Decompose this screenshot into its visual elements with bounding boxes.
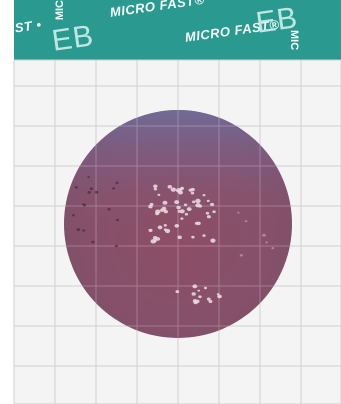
colony — [157, 193, 161, 196]
colony — [197, 289, 201, 292]
colony — [153, 184, 158, 188]
colony — [114, 244, 118, 248]
colony — [94, 190, 99, 194]
colonies — [72, 176, 275, 305]
colony — [190, 191, 195, 195]
colony — [163, 209, 168, 214]
colony — [271, 247, 275, 250]
colony — [76, 228, 81, 232]
colony — [210, 202, 215, 207]
colony — [176, 205, 181, 210]
colony — [206, 215, 211, 219]
colony — [210, 238, 216, 243]
colony — [194, 221, 199, 225]
colony — [188, 188, 193, 192]
colony — [212, 210, 216, 214]
colony — [186, 207, 192, 212]
colony — [177, 235, 182, 240]
colony — [239, 253, 243, 257]
colony — [81, 203, 85, 206]
colony — [202, 193, 206, 197]
colony — [218, 295, 222, 299]
banner-vertical-text: MIC — [288, 30, 300, 51]
colony — [148, 204, 153, 209]
colony — [191, 292, 196, 296]
colony — [179, 187, 184, 191]
colony — [91, 240, 95, 244]
colony — [153, 187, 158, 191]
colony — [202, 234, 206, 237]
colony — [170, 187, 176, 192]
colony — [216, 293, 220, 296]
colony — [87, 176, 90, 179]
colony — [155, 237, 161, 241]
colony — [177, 190, 184, 195]
colony — [167, 184, 173, 189]
agar-tint — [64, 110, 292, 338]
colony — [72, 214, 75, 217]
colony — [203, 286, 208, 290]
colony — [115, 218, 119, 222]
colony — [206, 297, 211, 301]
colony — [112, 187, 115, 190]
colony — [148, 228, 153, 233]
colony — [183, 203, 188, 207]
colony — [163, 224, 167, 227]
colony — [192, 299, 198, 303]
colony — [74, 185, 78, 189]
colony — [87, 190, 92, 194]
colony — [89, 187, 94, 191]
colony — [162, 200, 168, 205]
colony — [115, 181, 119, 185]
colony — [161, 206, 167, 211]
colony — [206, 199, 210, 203]
colony — [180, 217, 184, 220]
colony — [82, 229, 86, 232]
colony — [265, 241, 268, 244]
colony — [175, 290, 180, 294]
colony — [198, 295, 202, 299]
colony — [184, 212, 189, 216]
colony — [164, 228, 171, 234]
colony — [174, 224, 180, 228]
colony — [155, 212, 160, 216]
colony — [192, 284, 198, 289]
colony — [107, 207, 111, 211]
colony — [177, 209, 182, 213]
colony — [262, 233, 266, 237]
colony — [179, 209, 185, 214]
brand-banner: AST • MICRO FAST® MICRO FAST® EB EB MIC … — [14, 0, 341, 60]
colony — [205, 211, 210, 215]
colony — [192, 200, 196, 204]
colony — [157, 225, 163, 230]
colony — [244, 220, 248, 223]
colony — [208, 299, 213, 304]
colony — [195, 203, 201, 208]
colony — [174, 200, 180, 205]
colony — [191, 235, 195, 239]
colony — [195, 198, 201, 204]
colony — [237, 211, 240, 214]
